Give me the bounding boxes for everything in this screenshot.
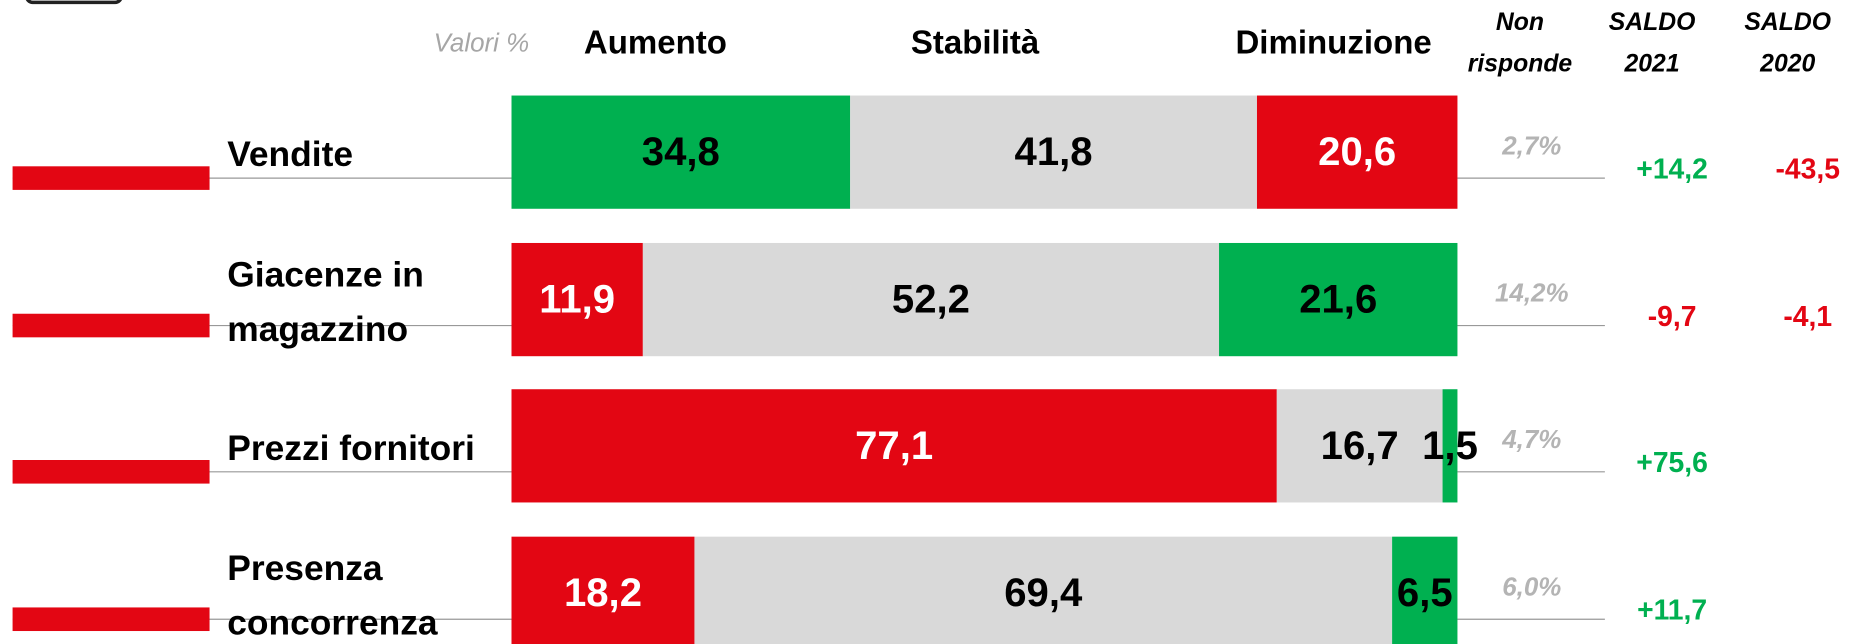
column-header: 2020	[1759, 50, 1815, 77]
column-value: +75,6	[1636, 446, 1708, 478]
bar-segment	[511, 95, 851, 209]
category-label: Prezzi fornitori	[227, 429, 475, 468]
data-label: 1,5	[1422, 424, 1478, 468]
data-label: 52,2	[892, 278, 970, 322]
legend-label: Aumento	[584, 24, 727, 61]
corner-badge	[25, 0, 122, 5]
bar-segment	[1256, 95, 1458, 209]
data-label: 18,2	[564, 571, 642, 615]
data-label: 11,9	[539, 278, 615, 322]
category-label: concorrenza	[227, 603, 438, 642]
bar-segment	[1392, 536, 1458, 644]
bar-segment	[511, 242, 643, 357]
column-value: +14,2	[1636, 152, 1708, 184]
legend-label: Stabilità	[911, 24, 1040, 61]
column-value: 4,7%	[1501, 426, 1561, 454]
column-header: 2021	[1624, 50, 1680, 77]
column-value: -43,5	[1776, 152, 1841, 184]
column-header: Non	[1496, 9, 1544, 36]
data-label: 21,6	[1299, 278, 1377, 322]
bar-segment	[1276, 389, 1443, 503]
bar-segment	[642, 242, 1220, 357]
column-value: -9,7	[1648, 300, 1697, 332]
data-label: 41,8	[1015, 130, 1093, 174]
bar-segment	[1442, 389, 1458, 503]
category-label: Giacenze in	[227, 256, 424, 295]
data-label: 16,7	[1321, 424, 1399, 468]
category-label: magazzino	[227, 310, 408, 349]
column-value: 14,2%	[1495, 280, 1569, 308]
row-marker	[12, 607, 210, 632]
data-label: 6,5	[1397, 571, 1453, 615]
data-label: 20,6	[1318, 130, 1396, 174]
legend-label: Diminuzione	[1235, 24, 1431, 61]
bar-segment	[511, 389, 1277, 503]
units-label: Valori %	[434, 30, 530, 58]
row-marker	[12, 460, 210, 484]
data-label: 69,4	[1004, 571, 1083, 615]
column-value: 6,0%	[1502, 573, 1561, 601]
column-header: SALDO	[1609, 9, 1696, 36]
bar-segment	[1219, 242, 1458, 357]
category-label: Vendite	[227, 135, 353, 174]
bar-segment	[511, 536, 695, 644]
bar-segment	[850, 95, 1257, 209]
column-value: +11,7	[1637, 594, 1707, 626]
column-header: risponde	[1468, 50, 1573, 77]
data-label: 77,1	[855, 424, 933, 468]
category-label: Presenza	[227, 549, 383, 588]
column-value: 2,7%	[1501, 132, 1561, 160]
column-value: -4,1	[1783, 300, 1832, 332]
bar-segment	[694, 536, 1393, 644]
row-marker	[12, 166, 210, 190]
row-marker	[12, 313, 210, 338]
column-header: SALDO	[1744, 9, 1831, 36]
data-label: 34,8	[642, 130, 720, 174]
